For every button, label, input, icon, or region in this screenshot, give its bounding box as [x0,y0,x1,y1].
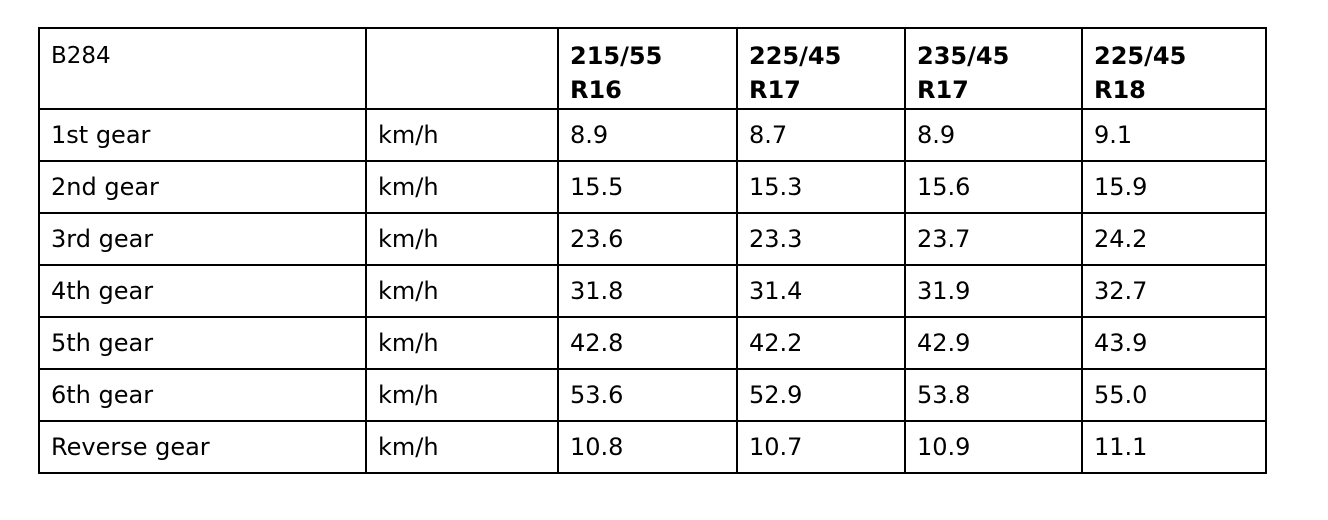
gear-cell: 1st gear [38,108,367,162]
header-text: 215/55 R16 [570,42,663,104]
value-cell: 31.4 [736,264,906,318]
value-cell: 42.9 [904,316,1083,370]
header-cell: 225/45 R18 [1081,27,1267,110]
table-row: 2nd gear km/h 15.5 15.3 15.6 15.9 [38,160,1267,214]
value-cell: 15.9 [1081,160,1267,214]
value-cell: 24.2 [1081,212,1267,266]
value-cell: 8.9 [557,108,738,162]
value-cell: 43.9 [1081,316,1267,370]
value-cell: 23.3 [736,212,906,266]
value-cell: 11.1 [1081,420,1267,474]
header-cell: 235/45 R17 [904,27,1083,110]
gear-cell: 3rd gear [38,212,367,266]
unit-cell: km/h [365,108,559,162]
unit-cell: km/h [365,212,559,266]
value-cell: 8.7 [736,108,906,162]
header-cell: 215/55 R16 [557,27,738,110]
value-cell: 53.6 [557,368,738,422]
table-row: 6th gear km/h 53.6 52.9 53.8 55.0 [38,368,1267,422]
header-text: 235/45 R17 [917,42,1010,104]
gear-cell: Reverse gear [38,420,367,474]
value-cell: 31.9 [904,264,1083,318]
value-cell: 15.6 [904,160,1083,214]
unit-cell: km/h [365,160,559,214]
value-cell: 15.5 [557,160,738,214]
table-row: 5th gear km/h 42.8 42.2 42.9 43.9 [38,316,1267,370]
value-cell: 10.8 [557,420,738,474]
table-row: 1st gear km/h 8.9 8.7 8.9 9.1 [38,108,1267,162]
header-text: 225/45 R18 [1094,42,1187,104]
gear-cell: 2nd gear [38,160,367,214]
header-cell-empty [365,27,559,110]
header-row: B284 215/55 R16 225/45 R17 235/45 R17 225/4… [38,27,1267,110]
unit-cell: km/h [365,264,559,318]
unit-cell: km/h [365,420,559,474]
header-text: 225/45 R17 [749,42,842,104]
gear-speed-table: B284 215/55 R16 225/45 R17 235/45 R17 225/4… [38,27,1267,474]
gear-cell: 6th gear [38,368,367,422]
value-cell: 9.1 [1081,108,1267,162]
value-cell: 10.7 [736,420,906,474]
unit-cell: km/h [365,316,559,370]
gear-cell: 4th gear [38,264,367,318]
value-cell: 53.8 [904,368,1083,422]
table-row: 4th gear km/h 31.8 31.4 31.9 32.7 [38,264,1267,318]
table-row: 3rd gear km/h 23.6 23.3 23.7 24.2 [38,212,1267,266]
value-cell: 32.7 [1081,264,1267,318]
value-cell: 42.8 [557,316,738,370]
header-cell: B284 [38,27,367,110]
value-cell: 52.9 [736,368,906,422]
unit-cell: km/h [365,368,559,422]
value-cell: 10.9 [904,420,1083,474]
value-cell: 42.2 [736,316,906,370]
value-cell: 23.7 [904,212,1083,266]
table-row: Reverse gear km/h 10.8 10.7 10.9 11.1 [38,420,1267,474]
value-cell: 31.8 [557,264,738,318]
value-cell: 23.6 [557,212,738,266]
gear-cell: 5th gear [38,316,367,370]
value-cell: 15.3 [736,160,906,214]
header-cell: 225/45 R17 [736,27,906,110]
value-cell: 8.9 [904,108,1083,162]
value-cell: 55.0 [1081,368,1267,422]
